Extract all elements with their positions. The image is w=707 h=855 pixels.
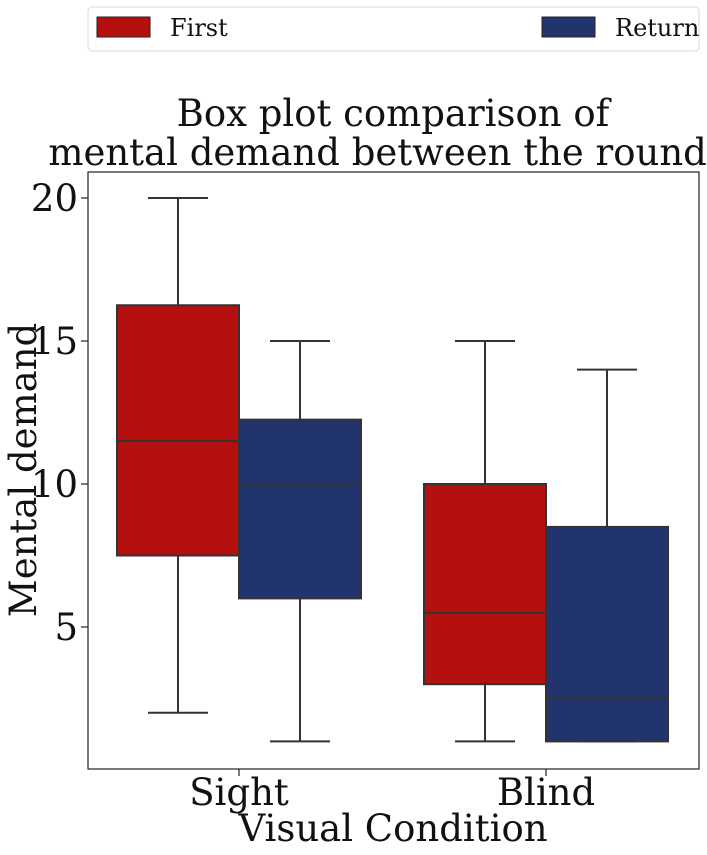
box-iqr xyxy=(545,525,669,743)
legend-label-return: Return xyxy=(615,14,699,42)
legend: First Return xyxy=(87,6,700,52)
box-return-blind xyxy=(545,368,669,743)
y-tick-label: 5 xyxy=(54,606,78,649)
y-tick-label: 10 xyxy=(31,463,78,506)
box-first-sight xyxy=(116,197,240,714)
box-series xyxy=(116,197,669,743)
legend-swatch-first xyxy=(96,16,151,38)
box-iqr xyxy=(116,304,240,557)
x-tick-label: Blind xyxy=(497,771,595,814)
box-return-sight xyxy=(238,340,362,743)
legend-swatch-return xyxy=(541,16,596,38)
x-axis-ticks: Sight Blind xyxy=(189,769,595,814)
box-iqr xyxy=(238,418,362,600)
chart-title-line-1: Box plot comparison of xyxy=(177,92,612,135)
x-axis-label: Visual Condition xyxy=(237,807,547,850)
y-axis-ticks: 5 10 15 20 xyxy=(31,177,88,649)
legend-label-first: First xyxy=(170,14,228,42)
y-tick-label: 15 xyxy=(31,320,78,363)
box-iqr xyxy=(423,483,547,686)
chart-title-line-2: mental demand between the rounds. xyxy=(48,131,707,174)
y-tick-label: 20 xyxy=(31,177,78,220)
x-tick-label: Sight xyxy=(189,771,289,814)
y-axis-label: Mental demand xyxy=(2,323,45,617)
